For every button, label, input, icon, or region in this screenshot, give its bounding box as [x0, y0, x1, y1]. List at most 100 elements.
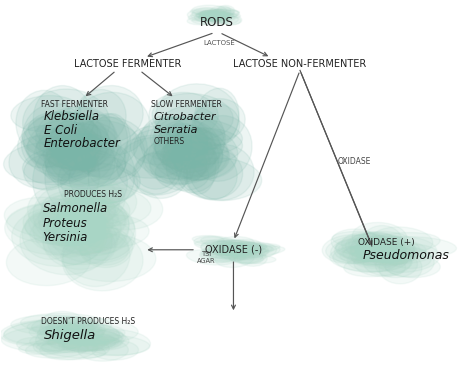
Ellipse shape: [155, 84, 239, 151]
Ellipse shape: [27, 318, 99, 334]
Ellipse shape: [208, 245, 238, 256]
Text: Klebsiella: Klebsiella: [44, 110, 100, 123]
Ellipse shape: [33, 185, 101, 244]
Ellipse shape: [58, 334, 114, 348]
Text: DOESN'T PRODUCES H₂S: DOESN'T PRODUCES H₂S: [41, 317, 135, 326]
Ellipse shape: [200, 247, 237, 263]
Ellipse shape: [47, 199, 135, 256]
Ellipse shape: [60, 177, 119, 228]
Ellipse shape: [173, 129, 222, 180]
Ellipse shape: [201, 250, 246, 262]
Ellipse shape: [356, 240, 426, 263]
Ellipse shape: [196, 12, 220, 20]
Ellipse shape: [228, 246, 274, 256]
Ellipse shape: [218, 241, 266, 254]
Ellipse shape: [213, 7, 234, 16]
Ellipse shape: [51, 324, 124, 346]
Ellipse shape: [221, 239, 261, 252]
Ellipse shape: [38, 200, 118, 237]
Ellipse shape: [5, 204, 100, 255]
Ellipse shape: [187, 10, 219, 21]
Ellipse shape: [18, 340, 81, 354]
Ellipse shape: [1, 327, 90, 351]
Ellipse shape: [63, 335, 150, 356]
Ellipse shape: [360, 233, 440, 254]
Ellipse shape: [186, 250, 235, 265]
Ellipse shape: [83, 201, 129, 254]
Ellipse shape: [201, 14, 230, 21]
Ellipse shape: [197, 12, 226, 19]
Ellipse shape: [36, 107, 117, 170]
Ellipse shape: [340, 243, 415, 265]
Ellipse shape: [221, 10, 239, 17]
Ellipse shape: [223, 246, 285, 257]
Ellipse shape: [45, 142, 100, 212]
Ellipse shape: [184, 148, 243, 199]
Ellipse shape: [61, 234, 156, 282]
Text: TSI
AGAR: TSI AGAR: [198, 251, 216, 264]
Text: LACTOSE: LACTOSE: [203, 40, 235, 46]
Ellipse shape: [385, 246, 431, 269]
Ellipse shape: [336, 237, 406, 262]
Ellipse shape: [346, 233, 390, 258]
Ellipse shape: [12, 207, 107, 266]
Ellipse shape: [18, 126, 67, 168]
Ellipse shape: [192, 236, 236, 245]
Ellipse shape: [155, 115, 225, 154]
Ellipse shape: [192, 5, 227, 16]
Ellipse shape: [202, 11, 234, 22]
Ellipse shape: [199, 10, 219, 20]
Ellipse shape: [74, 92, 150, 155]
Ellipse shape: [36, 327, 83, 351]
Ellipse shape: [341, 232, 385, 255]
Ellipse shape: [39, 205, 105, 243]
Ellipse shape: [133, 152, 188, 198]
Ellipse shape: [155, 123, 208, 170]
Ellipse shape: [62, 231, 143, 291]
Text: Enterobacter: Enterobacter: [44, 138, 120, 151]
Ellipse shape: [49, 114, 138, 172]
Ellipse shape: [78, 339, 128, 361]
Ellipse shape: [356, 246, 416, 265]
Ellipse shape: [195, 10, 227, 18]
Ellipse shape: [208, 247, 248, 259]
Ellipse shape: [155, 157, 209, 191]
Ellipse shape: [46, 206, 105, 264]
Ellipse shape: [219, 15, 241, 25]
Ellipse shape: [26, 340, 88, 358]
Ellipse shape: [11, 315, 93, 335]
Ellipse shape: [22, 209, 81, 259]
Ellipse shape: [11, 96, 81, 131]
Text: Yersinia: Yersinia: [43, 231, 88, 244]
Ellipse shape: [124, 126, 182, 194]
Ellipse shape: [80, 233, 128, 265]
Ellipse shape: [330, 239, 379, 264]
Ellipse shape: [163, 131, 229, 180]
Ellipse shape: [201, 239, 245, 255]
Ellipse shape: [210, 6, 230, 15]
Ellipse shape: [58, 150, 128, 214]
Ellipse shape: [229, 242, 277, 260]
Ellipse shape: [227, 242, 262, 254]
Ellipse shape: [336, 233, 408, 261]
Text: Shigella: Shigella: [44, 329, 96, 342]
Ellipse shape: [342, 239, 405, 257]
Ellipse shape: [192, 104, 240, 146]
Ellipse shape: [55, 121, 121, 171]
Ellipse shape: [153, 105, 226, 173]
Text: OXIDASE: OXIDASE: [337, 157, 371, 166]
Ellipse shape: [164, 128, 237, 180]
Ellipse shape: [47, 106, 115, 169]
Ellipse shape: [160, 135, 223, 178]
Ellipse shape: [166, 141, 219, 193]
Ellipse shape: [134, 117, 220, 179]
Ellipse shape: [192, 8, 217, 18]
Ellipse shape: [27, 185, 97, 235]
Ellipse shape: [355, 236, 414, 262]
Ellipse shape: [329, 246, 407, 272]
Ellipse shape: [82, 185, 163, 230]
Text: PRODUCES H₂S: PRODUCES H₂S: [64, 190, 122, 199]
Ellipse shape: [210, 243, 251, 255]
Ellipse shape: [46, 321, 101, 337]
Ellipse shape: [332, 231, 404, 250]
